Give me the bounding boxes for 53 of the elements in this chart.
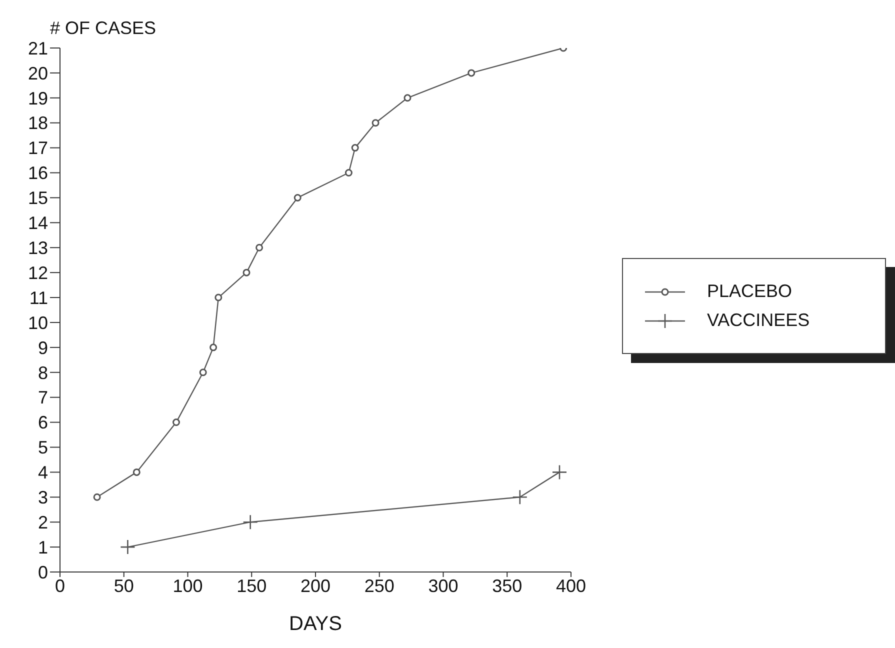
point: [93, 493, 101, 501]
y-tick-label: 19: [28, 88, 48, 108]
x-tick-label: 50: [114, 576, 134, 596]
point: [372, 119, 380, 127]
point: [242, 514, 258, 530]
x-tick-label: 100: [172, 576, 203, 596]
point: [294, 194, 302, 202]
y-tick-label: 7: [38, 388, 48, 408]
point: [132, 468, 140, 476]
point: [512, 489, 528, 505]
point: [242, 268, 250, 276]
y-tick-label: 4: [38, 462, 48, 483]
x-tick-label: 0: [54, 576, 66, 596]
y-tick-label: 0: [38, 562, 48, 582]
x-tick-label: 300: [428, 576, 458, 596]
y-tick-label: 1: [38, 537, 48, 558]
y-tick-label: 8: [38, 362, 48, 383]
y-tick-label: 20: [28, 63, 48, 84]
point: [351, 144, 359, 152]
x-axis-title: DAYS: [289, 613, 342, 635]
point: [172, 418, 180, 426]
y-tick-label: 16: [28, 163, 48, 184]
legend-label: PLACEBO: [707, 281, 792, 302]
y-tick-label: 3: [38, 488, 48, 508]
point: [404, 94, 412, 102]
x-tick-label: 350: [492, 576, 522, 596]
y-axis-title: # OF CASES: [50, 18, 156, 39]
y-tick-label: 17: [28, 138, 48, 158]
y-tick-label: 12: [28, 262, 48, 283]
x-tick-label: 250: [364, 576, 394, 596]
point: [210, 344, 218, 352]
y-tick-label: 11: [29, 288, 48, 308]
y-tick-label: 21: [28, 38, 48, 58]
y-tick-label: 5: [38, 438, 48, 458]
y-tick-label: 9: [38, 338, 48, 358]
point: [199, 368, 207, 376]
y-tick-label: 18: [28, 113, 48, 134]
point: [344, 169, 352, 177]
y-tick-label: 6: [38, 412, 48, 433]
y-tick-label: 14: [28, 213, 48, 234]
x-tick-label: 200: [300, 576, 331, 596]
x-tick-label: 150: [236, 576, 267, 596]
point: [256, 244, 264, 252]
point: [214, 294, 222, 302]
y-tick-label: 2: [38, 512, 48, 532]
y-tick-label: 15: [28, 188, 48, 208]
point: [468, 69, 476, 77]
y-tick-label: 10: [28, 312, 48, 333]
legend-label: VACCINEES: [707, 310, 810, 331]
x-tick-label: 400: [556, 576, 586, 596]
point: [552, 464, 568, 480]
y-tick-label: 13: [28, 238, 48, 258]
point: [120, 539, 136, 555]
